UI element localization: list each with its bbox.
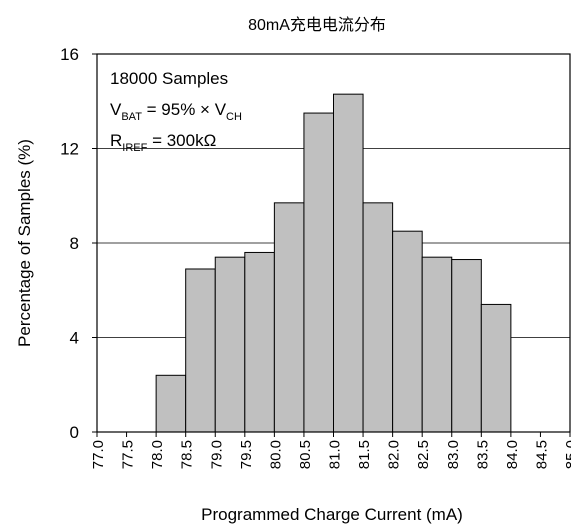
x-tick-label: 84.5 (533, 440, 550, 469)
vch-sub: CH (226, 111, 242, 123)
x-tick-label: 78.0 (149, 440, 166, 469)
x-ticks: 77.0 77.5 78.0 78.5 79.0 79.5 80.0 80.5 81.0 81.5… (90, 432, 571, 469)
y-tick-label: 8 (70, 234, 79, 253)
riref-rest: = 300kΩ (147, 131, 216, 150)
histogram-bar (303, 112, 334, 433)
x-tick-label: 77.0 (90, 440, 107, 469)
x-tick-label: 79.0 (208, 440, 225, 469)
y-tick-label: 4 (70, 329, 79, 348)
annotation-samples: 18000 Samples (110, 69, 228, 88)
histogram-bar (392, 230, 423, 433)
annotation-riref: RIREF = 300kΩ (110, 131, 216, 154)
x-tick-label: 83.5 (474, 440, 491, 469)
vbat-v: V (110, 100, 122, 119)
x-axis-label: Programmed Charge Current (mA) (201, 505, 463, 524)
histogram-bar (155, 374, 187, 433)
vbat-mid: = 95% × V (142, 100, 227, 119)
histogram-bar (214, 256, 246, 433)
x-tick-label: 80.0 (267, 440, 284, 469)
histogram-bar (333, 93, 364, 433)
y-tick-label: 16 (60, 45, 79, 64)
histogram-bar (480, 303, 512, 433)
x-tick-label: 83.0 (445, 440, 462, 469)
x-tick-label: 80.5 (297, 440, 314, 469)
histogram-bar (185, 268, 216, 433)
x-tick-label: 77.5 (120, 440, 137, 469)
y-tick-label: 12 (60, 140, 79, 159)
riref-r: R (110, 131, 122, 150)
x-tick-label: 82.5 (415, 440, 432, 469)
histogram-bar (451, 259, 482, 433)
annotation-vbat: VBAT = 95% × VCH (110, 100, 242, 123)
vbat-sub: BAT (121, 111, 142, 123)
chart-title: 80mA充电电流分布 (248, 16, 386, 34)
bars (155, 93, 512, 433)
histogram-bar (421, 256, 453, 433)
riref-sub: IREF (122, 142, 147, 154)
x-tick-label: 79.5 (238, 440, 255, 469)
histogram-bar (362, 202, 394, 433)
histogram-bar (273, 202, 305, 433)
x-tick-label: 81.5 (356, 440, 373, 469)
y-ticks: 0 4 8 12 16 (60, 45, 97, 442)
x-tick-label: 85.0 (563, 440, 571, 469)
x-tick-label: 81.0 (327, 440, 344, 469)
annotation-box: 18000 Samples VBAT = 95% × VCH RIREF = 3… (110, 69, 242, 154)
y-axis-label: Percentage of Samples (%) (15, 139, 34, 347)
y-tick-label: 0 (70, 423, 79, 442)
x-tick-label: 78.5 (179, 440, 196, 469)
histogram-bar (244, 251, 275, 433)
x-tick-label: 82.0 (386, 440, 403, 469)
x-tick-label: 84.0 (504, 440, 521, 469)
